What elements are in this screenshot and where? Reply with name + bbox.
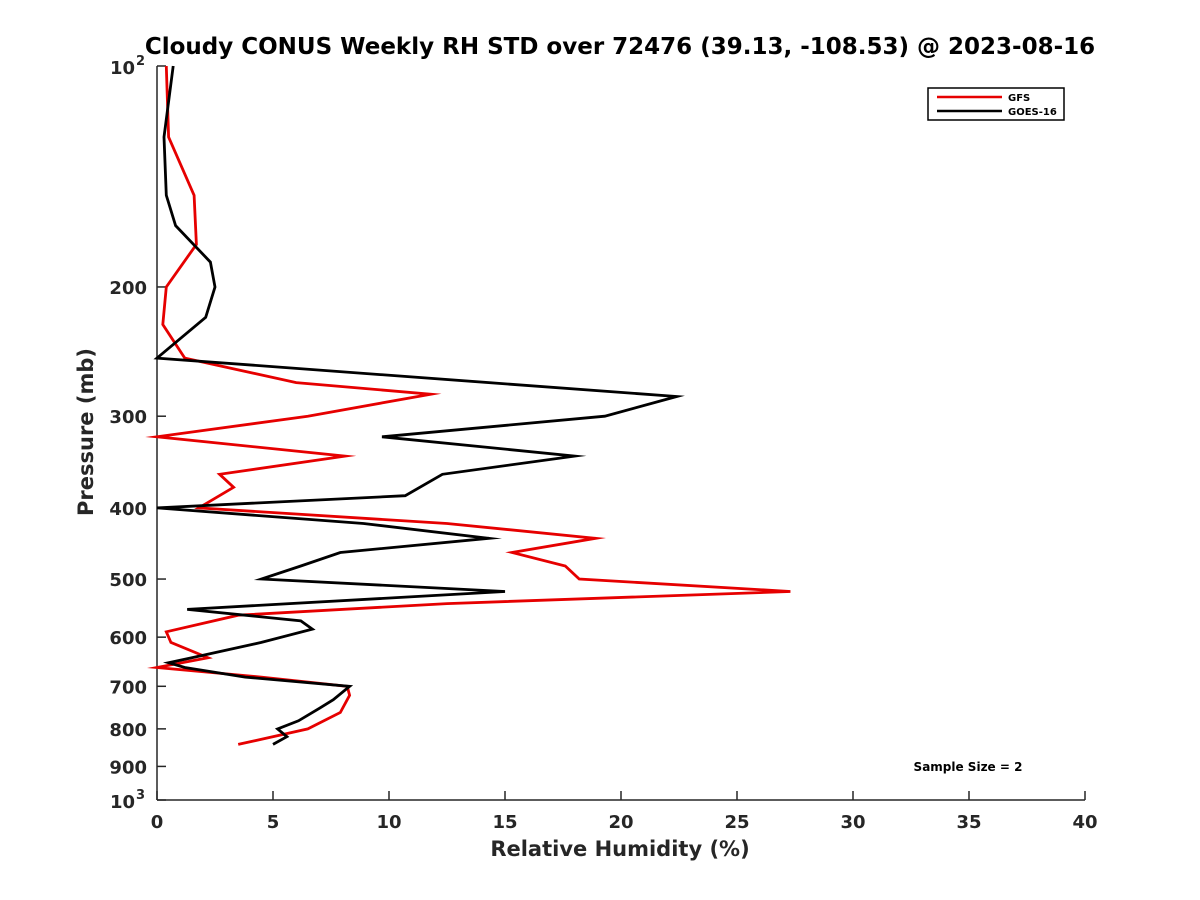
legend: GFS GOES-16: [927, 87, 1065, 121]
y-tick-label: 800: [109, 720, 147, 741]
y-tick-label: 900: [109, 757, 147, 778]
x-axis-label: Relative Humidity (%): [490, 837, 749, 861]
y-axis-label: Pressure (mb): [74, 348, 98, 516]
y-tick-exponent: 3: [136, 788, 145, 803]
y-tick-label: 500: [109, 570, 147, 591]
x-tick-label: 5: [267, 812, 280, 833]
x-tick-label: 10: [376, 812, 401, 833]
y-tick-label: 400: [109, 499, 147, 520]
chart-title: Cloudy CONUS Weekly RH STD over 72476 (3…: [145, 34, 1095, 60]
x-tick-label: 20: [608, 812, 633, 833]
legend-label-goes16: GOES-16: [1008, 107, 1057, 118]
y-tick-label: 10: [110, 58, 135, 79]
x-tick-label: 25: [724, 812, 749, 833]
series-line-goes-16: [153, 65, 685, 746]
y-tick-label: 700: [109, 677, 147, 698]
legend-label-gfs: GFS: [1008, 93, 1030, 104]
y-tick-label: 300: [109, 407, 147, 428]
legend-box: [927, 87, 1065, 121]
y-tick-exponent: 2: [136, 54, 145, 69]
x-tick-label: 40: [1072, 812, 1097, 833]
series-line-gfs: [145, 65, 791, 746]
sample-size-annotation: Sample Size = 2: [914, 760, 1023, 774]
y-tick-label: 10: [110, 792, 135, 813]
x-tick-label: 35: [956, 812, 981, 833]
y-tick-label: 600: [109, 628, 147, 649]
x-tick-label: 30: [840, 812, 865, 833]
x-tick-label: 15: [492, 812, 517, 833]
x-tick-label: 0: [151, 812, 164, 833]
y-tick-label: 200: [109, 278, 147, 299]
